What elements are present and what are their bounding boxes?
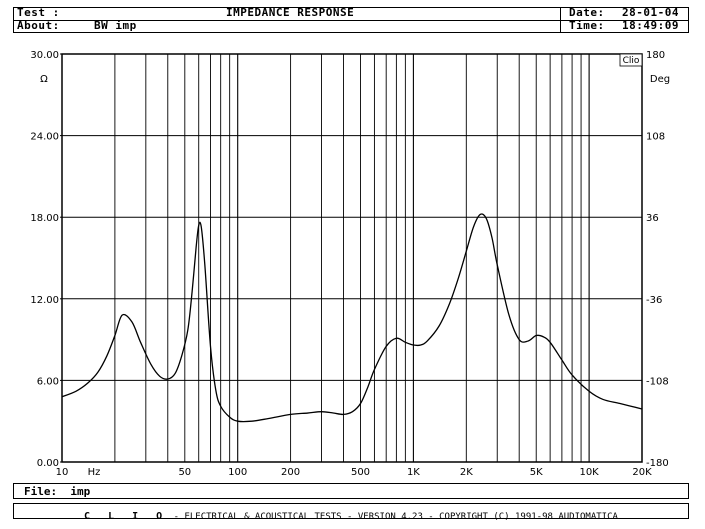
date-value: 28-01-04 (622, 6, 679, 19)
x-tick-label: 2K (460, 467, 473, 478)
x-tick-label: 1K (407, 467, 420, 478)
y2-tick-label: -108 (646, 376, 669, 387)
y2-tick-label: -180 (646, 458, 669, 469)
x-unit-label: Hz (88, 467, 101, 478)
x-tick-label: 10 (56, 467, 69, 478)
impedance-chart: 0.00 6.00 12.00 18.00 24.00 30.00 -180 -108 -36 3… (30, 50, 670, 478)
x-tick-label: 20K (632, 467, 652, 478)
file-label: File: (24, 485, 58, 498)
file-value: imp (70, 485, 91, 498)
date-label: Date: (569, 6, 605, 19)
clio-corner-label: Clio (623, 56, 640, 66)
report-title: IMPEDANCE RESPONSE (226, 6, 355, 19)
clio-badge (619, 53, 643, 67)
footer-bar: C L I O - ELECTRICAL & ACOUSTICAL TESTS … (13, 503, 689, 522)
header-panel: Test : About: BW imp IMPEDANCE RESPONSE … (13, 7, 689, 33)
x-tick-label: 100 (228, 467, 247, 478)
time-value: 18:49:09 (622, 19, 679, 32)
x-tick-label: 500 (351, 467, 370, 478)
y2-tick-label: 36 (646, 213, 659, 224)
y2-tick-label: 108 (646, 132, 665, 143)
ticks-layer: 0.00 6.00 12.00 18.00 24.00 30.00 -180 -108 -36 3… (30, 50, 668, 478)
about-label: About: (17, 19, 60, 32)
x-tick-label: 5K (530, 467, 543, 478)
y2-tick-label: 180 (646, 50, 665, 61)
footer-brand: C L I O (84, 511, 169, 522)
time-label: Time: (569, 19, 605, 32)
footer-copyright: - ELECTRICAL & ACOUSTICAL TESTS - VERSIO… (173, 512, 618, 522)
x-tick-label: 50 (178, 467, 191, 478)
header-divider-vertical (560, 8, 561, 32)
y2-unit-label: Deg (650, 74, 670, 85)
file-text: File: imp (24, 485, 90, 498)
grid-layer (62, 54, 642, 462)
y2-tick-label: -36 (646, 295, 662, 306)
footer-text: C L I O - ELECTRICAL & ACOUSTICAL TESTS … (84, 511, 618, 522)
y-tick-label: 18.00 (30, 213, 59, 224)
y-tick-label: 12.00 (30, 295, 59, 306)
y-tick-label: 0.00 (37, 458, 59, 469)
file-line: File: imp (13, 483, 689, 499)
x-tick-label: 200 (281, 467, 300, 478)
header-divider-horizontal (14, 20, 688, 21)
about-value: BW imp (94, 19, 137, 32)
impedance-curve (61, 213, 643, 423)
y-tick-label: 24.00 (30, 132, 59, 143)
y-tick-label: 30.00 (30, 50, 59, 61)
y-unit-label: Ω (40, 74, 48, 85)
y-tick-label: 6.00 (37, 376, 59, 387)
test-label: Test : (17, 6, 60, 19)
x-tick-label: 10K (579, 467, 599, 478)
plot-frame (61, 53, 643, 463)
